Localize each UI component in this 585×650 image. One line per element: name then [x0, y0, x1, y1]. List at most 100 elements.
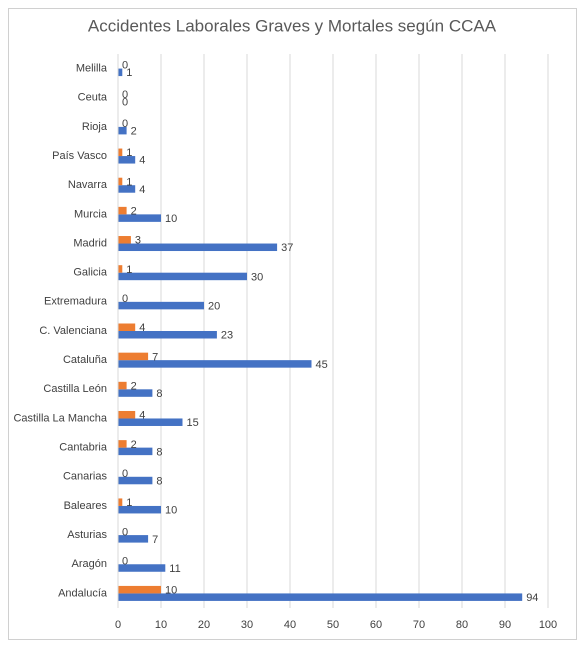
- data-label: 8: [156, 388, 162, 400]
- bar: [118, 564, 166, 572]
- bar: [118, 206, 127, 215]
- bar: [118, 440, 127, 448]
- bar: [118, 272, 247, 281]
- bar: [118, 447, 153, 456]
- y-tick-label: Extremadura: [44, 296, 108, 308]
- y-tick-label: Ceuta: [78, 92, 108, 104]
- data-label: 0: [122, 555, 128, 567]
- y-tick-label: Navarra: [68, 179, 108, 191]
- data-label: 10: [165, 213, 177, 225]
- data-label: 0: [122, 118, 128, 130]
- bar: [118, 126, 127, 135]
- y-tick-label: Cataluña: [63, 354, 108, 366]
- data-label: 7: [152, 351, 158, 363]
- bar: [118, 301, 204, 310]
- data-label: 0: [122, 96, 128, 108]
- y-tick-label: Andalucía: [58, 587, 108, 599]
- bar: [118, 585, 161, 594]
- x-tick-label: 0: [115, 619, 121, 631]
- data-label: 8: [156, 475, 162, 487]
- bar: [118, 410, 136, 419]
- bar: [118, 352, 149, 361]
- data-label: 23: [221, 330, 233, 342]
- data-label: 2: [131, 206, 137, 218]
- bar: [118, 476, 153, 485]
- x-tick-label: 10: [155, 619, 167, 631]
- y-tick-label: C. Valenciana: [39, 325, 108, 337]
- x-tick-label: 70: [413, 619, 425, 631]
- bar: [118, 265, 123, 273]
- bar: [118, 418, 183, 426]
- data-label: 8: [156, 446, 162, 458]
- bar: [118, 148, 123, 157]
- bar: [118, 214, 161, 222]
- bar: [118, 535, 149, 543]
- bar: [118, 177, 123, 186]
- bar: [118, 360, 312, 368]
- data-label: 7: [152, 534, 158, 546]
- data-label: 0: [122, 526, 128, 538]
- data-label: 15: [187, 417, 199, 429]
- x-tick-label: 30: [241, 619, 253, 631]
- data-label: 0: [122, 468, 128, 480]
- y-tick-label: Canarias: [63, 471, 108, 483]
- y-tick-label: Cantabria: [59, 442, 108, 454]
- data-label: 1: [126, 264, 132, 276]
- bar: [118, 323, 136, 331]
- y-tick-label: Castilla La Mancha: [13, 412, 107, 424]
- data-label: 0: [122, 60, 128, 72]
- x-tick-label: 80: [456, 619, 468, 631]
- bar: [118, 243, 278, 252]
- data-label: 10: [165, 505, 177, 517]
- data-label: 10: [165, 585, 177, 597]
- data-label: 0: [122, 293, 128, 305]
- y-tick-label: Rioja: [82, 121, 108, 133]
- x-tick-label: 50: [327, 619, 339, 631]
- y-tick-label: Asturias: [67, 529, 107, 541]
- y-tick-label: Baleares: [64, 500, 108, 512]
- data-label: 2: [131, 439, 137, 451]
- data-label: 1: [126, 176, 132, 188]
- y-tick-label: Madrid: [73, 237, 107, 249]
- y-tick-label: Aragón: [72, 558, 107, 570]
- data-label: 4: [139, 322, 145, 334]
- data-label: 94: [526, 592, 538, 604]
- data-label: 37: [281, 242, 293, 254]
- x-tick-label: 100: [539, 619, 557, 631]
- bar: [118, 236, 131, 244]
- bar: [118, 381, 127, 390]
- data-label: 4: [139, 184, 145, 196]
- y-tick-label: Galicia: [73, 267, 108, 279]
- data-label: 3: [135, 235, 141, 247]
- data-label: 4: [139, 410, 145, 422]
- x-tick-label: 40: [284, 619, 296, 631]
- bar: [118, 68, 123, 77]
- y-tick-label: País Vasco: [52, 150, 107, 162]
- bar: [118, 505, 161, 514]
- data-label: 0: [122, 89, 128, 101]
- x-tick-label: 60: [370, 619, 382, 631]
- data-label: 4: [139, 155, 145, 167]
- bar: [118, 593, 523, 601]
- data-label: 20: [208, 300, 220, 312]
- x-tick-label: 20: [198, 619, 210, 631]
- y-tick-label: Melilla: [76, 62, 108, 74]
- data-label: 30: [251, 271, 263, 283]
- bar: [118, 156, 136, 164]
- x-tick-label: 90: [499, 619, 511, 631]
- data-label: 45: [316, 359, 328, 371]
- y-tick-label: Castilla León: [43, 383, 107, 395]
- bar: [118, 331, 217, 339]
- data-label: 11: [169, 563, 180, 575]
- bar: [118, 498, 123, 506]
- data-label: 1: [126, 147, 132, 159]
- bar: [118, 185, 136, 193]
- y-tick-label: Murcia: [74, 208, 108, 220]
- data-label: 1: [126, 67, 132, 79]
- data-label: 2: [131, 380, 137, 392]
- chart-title: Accidentes Laborales Graves y Mortales s…: [88, 16, 497, 35]
- data-label: 2: [131, 126, 137, 138]
- bar: [118, 389, 153, 397]
- data-label: 1: [126, 497, 132, 509]
